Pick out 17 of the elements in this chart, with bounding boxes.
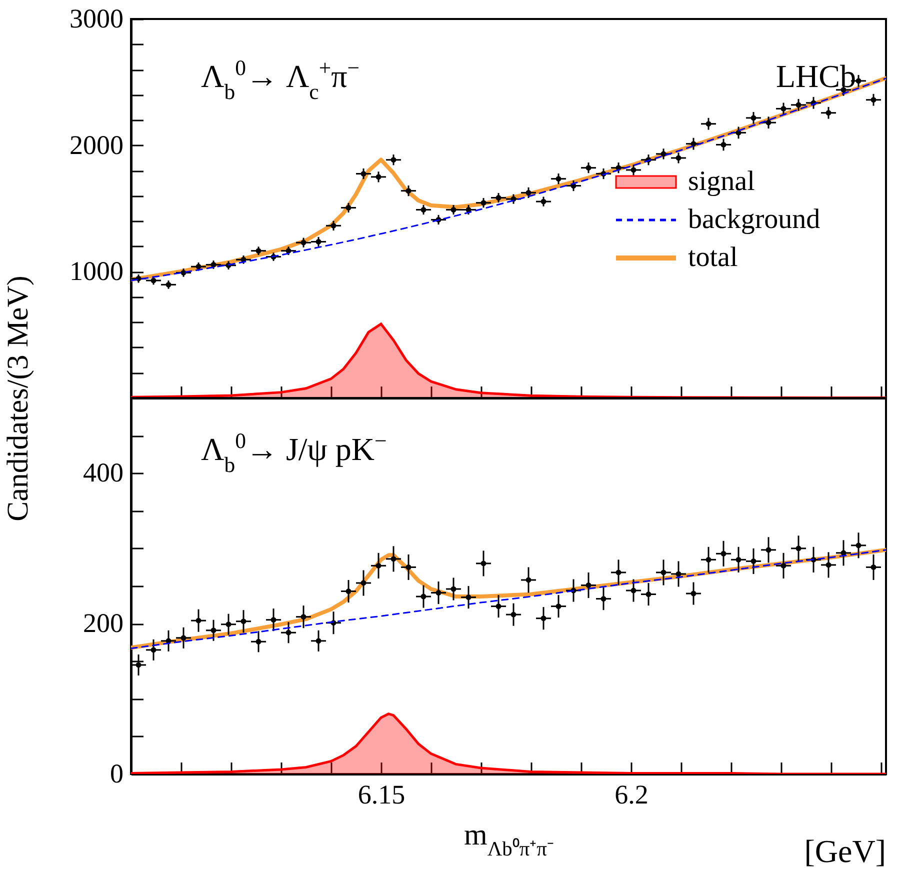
legend-label: background (688, 204, 820, 235)
annotation: Λ$_{b}$$^{0}$→ Λ$_{c}$$^{+}$π$^{−}$ (201, 56, 360, 104)
x-tick-label: 6.2 (614, 780, 648, 810)
y-axis-title: Candidates/(3 MeV) (2, 276, 34, 522)
text: [GeV] (804, 833, 886, 869)
x-tick-label: 6.15 (358, 780, 406, 810)
annotation: Λ$_{b}$$^{0}$→ J/ψ pK$^{−}$ (201, 429, 387, 477)
y-tick-label: 1000 (70, 256, 124, 286)
y-tick-label: 400 (83, 458, 124, 488)
y-tick-label: 200 (83, 608, 124, 638)
y-tick-label: 3000 (70, 4, 124, 34)
legend-label: total (688, 242, 738, 273)
y-tick-label: 0 (110, 758, 124, 788)
legend-label: signal (688, 166, 756, 197)
x-axis-title: m$_{Λb⁰π⁺π⁻}$ (464, 818, 554, 860)
y-tick-label: 2000 (70, 130, 124, 160)
annotation: LHCb (776, 58, 856, 94)
